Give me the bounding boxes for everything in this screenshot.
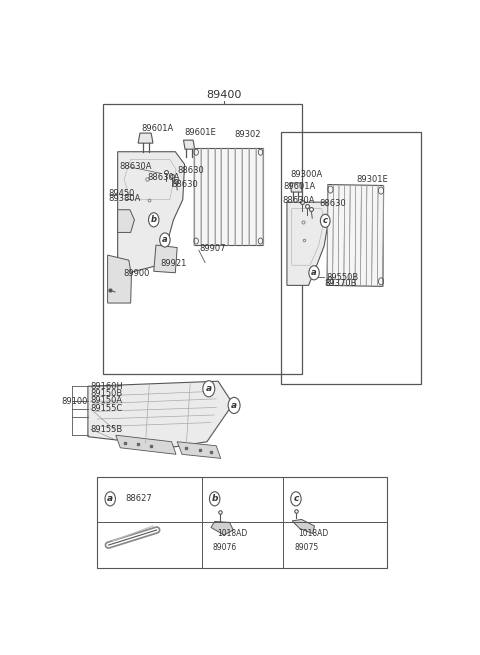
Text: 89370B: 89370B [324, 279, 357, 288]
Text: 89150A: 89150A [91, 396, 122, 405]
Bar [103, 104, 302, 373]
Text: 89450: 89450 [108, 189, 135, 198]
Text: 89076: 89076 [213, 544, 237, 552]
Text: a: a [162, 236, 168, 244]
Text: b: b [151, 215, 157, 224]
Text: 89550B: 89550B [326, 273, 358, 282]
Polygon shape [88, 381, 233, 447]
Bar [97, 477, 387, 568]
Text: a: a [231, 401, 237, 410]
Text: 1018AD: 1018AD [217, 529, 248, 538]
Polygon shape [287, 202, 329, 286]
Polygon shape [292, 519, 314, 534]
Polygon shape [118, 210, 134, 233]
Circle shape [291, 492, 301, 506]
Text: 89601A: 89601A [283, 181, 315, 191]
Text: a: a [206, 384, 212, 393]
Polygon shape [118, 152, 185, 272]
Polygon shape [108, 255, 132, 303]
Text: 1018AD: 1018AD [298, 529, 328, 538]
Text: 89601A: 89601A [141, 124, 173, 132]
Polygon shape [177, 441, 221, 458]
Text: c: c [293, 495, 299, 503]
Text: 88627: 88627 [125, 495, 152, 503]
Circle shape [203, 381, 215, 397]
Text: 89155C: 89155C [91, 404, 123, 413]
Text: 89900: 89900 [123, 269, 150, 278]
Text: 88630: 88630 [320, 199, 347, 208]
Text: c: c [323, 216, 328, 225]
Circle shape [160, 233, 170, 247]
Text: a: a [311, 269, 317, 277]
Text: 88630A: 88630A [282, 196, 315, 205]
Polygon shape [116, 435, 176, 455]
Text: 89300A: 89300A [290, 170, 323, 179]
Text: 88630A: 88630A [120, 162, 152, 172]
Text: 89601E: 89601E [185, 128, 216, 137]
Text: 88630: 88630 [177, 166, 204, 175]
Text: 89380A: 89380A [108, 194, 141, 203]
Circle shape [105, 492, 115, 506]
Circle shape [228, 398, 240, 413]
Polygon shape [183, 140, 195, 149]
Polygon shape [327, 185, 384, 286]
Polygon shape [138, 133, 153, 143]
Text: 88630A: 88630A [147, 174, 180, 183]
Polygon shape [194, 148, 263, 245]
Text: 89150B: 89150B [91, 389, 123, 398]
Circle shape [309, 266, 319, 280]
Circle shape [148, 213, 159, 227]
Text: 89907: 89907 [200, 244, 226, 253]
Polygon shape [211, 521, 233, 535]
Text: b: b [211, 495, 218, 503]
Text: 89302: 89302 [235, 130, 261, 139]
Bar [281, 132, 421, 384]
Text: 89921: 89921 [160, 259, 187, 268]
Circle shape [321, 214, 330, 227]
Polygon shape [154, 245, 177, 272]
Text: 89155B: 89155B [91, 424, 123, 434]
Text: 89301E: 89301E [357, 175, 389, 184]
Text: 89100: 89100 [62, 397, 88, 406]
Text: a: a [107, 495, 113, 503]
Circle shape [209, 492, 220, 506]
Polygon shape [290, 183, 302, 192]
Text: 89075: 89075 [294, 544, 318, 552]
Text: 89400: 89400 [206, 90, 241, 100]
Text: 89160H: 89160H [91, 382, 123, 391]
Text: 88630: 88630 [172, 179, 198, 189]
